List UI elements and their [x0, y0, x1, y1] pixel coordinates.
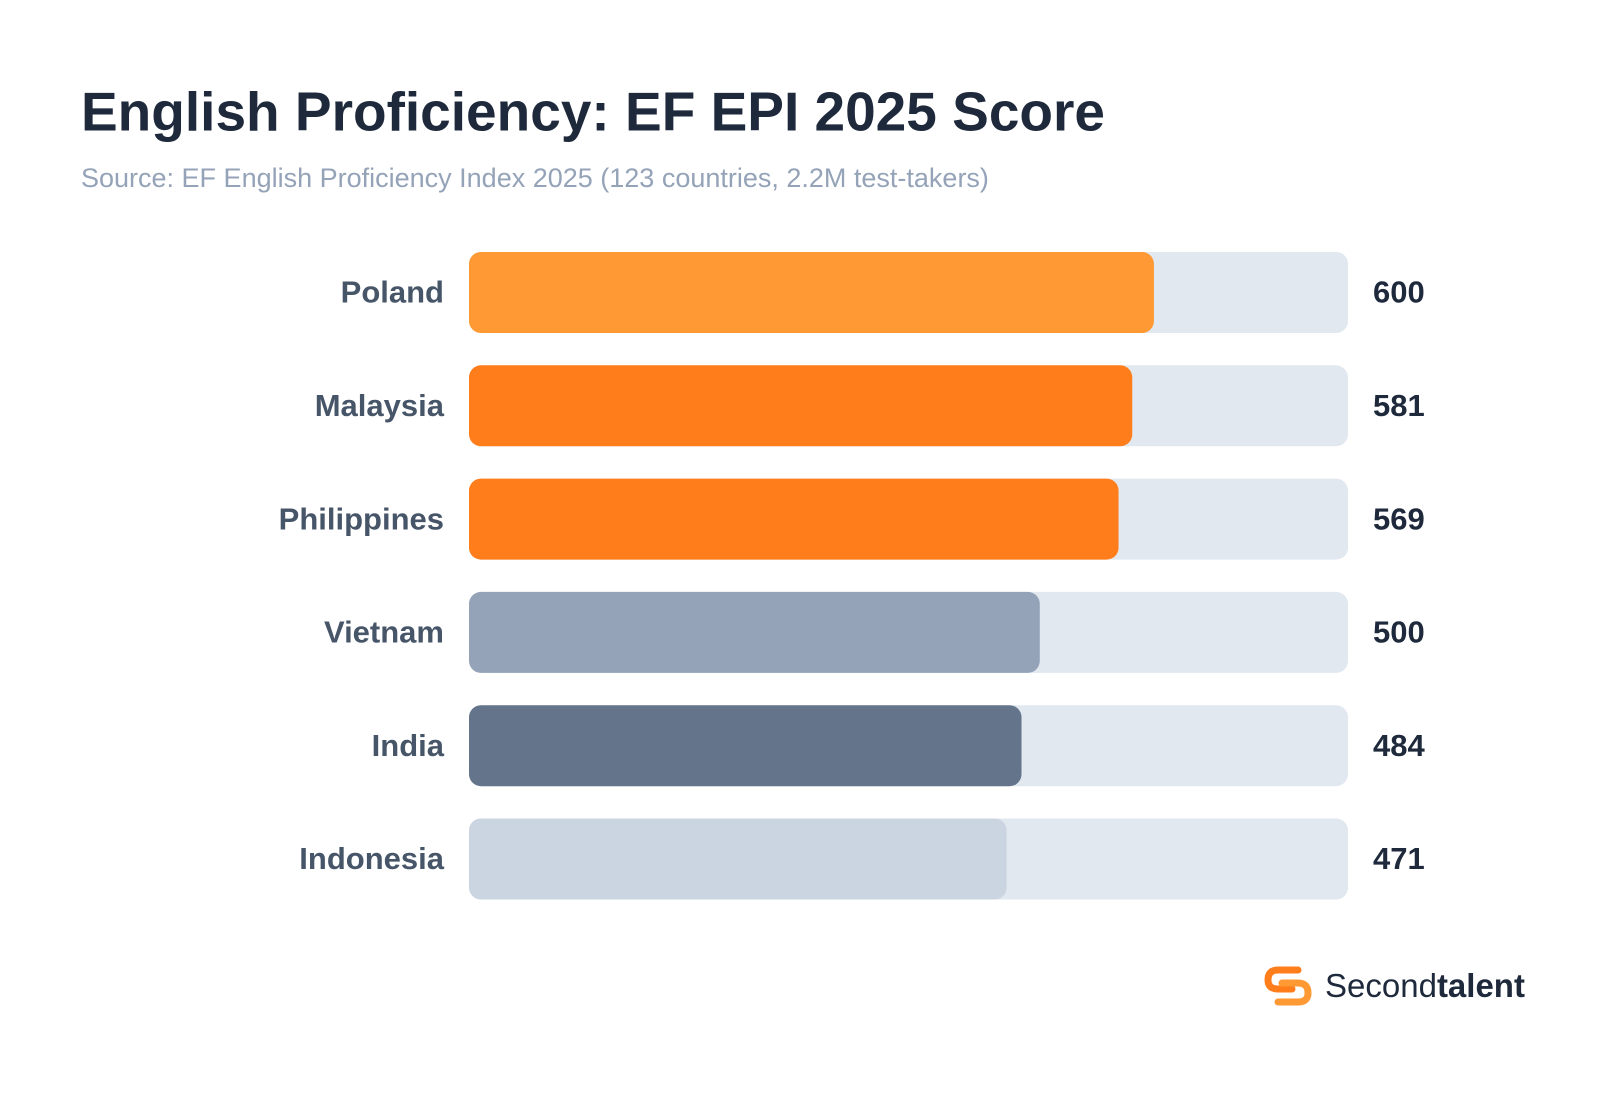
value-label: 581 [1373, 388, 1425, 423]
bar [469, 365, 1133, 447]
bar [469, 252, 1154, 333]
category-label: Indonesia [299, 841, 444, 876]
logo-icon [1264, 966, 1302, 993]
chart-subtitle: Source: EF English Proficiency Index 202… [81, 163, 989, 193]
category-label: Vietnam [324, 615, 444, 650]
value-label: 500 [1373, 615, 1425, 650]
value-label: 484 [1373, 728, 1425, 763]
logo-icon [1274, 979, 1312, 1006]
bar [469, 705, 1022, 787]
chart-title: English Proficiency: EF EPI 2025 Score [81, 81, 1105, 143]
category-label: Philippines [279, 501, 444, 536]
brand-name: Secondtalent [1325, 967, 1525, 1004]
value-label: 600 [1373, 275, 1425, 310]
brand-logo [1264, 966, 1312, 1006]
bar [469, 591, 1040, 673]
category-label: Malaysia [315, 388, 445, 423]
brand-first: Second [1325, 967, 1437, 1004]
value-label: 471 [1373, 841, 1425, 876]
bar [469, 478, 1119, 560]
bar [469, 818, 1007, 900]
category-label: Poland [341, 275, 444, 310]
category-label: India [372, 728, 445, 763]
value-label: 569 [1373, 501, 1425, 536]
brand-second: talent [1437, 967, 1525, 1004]
